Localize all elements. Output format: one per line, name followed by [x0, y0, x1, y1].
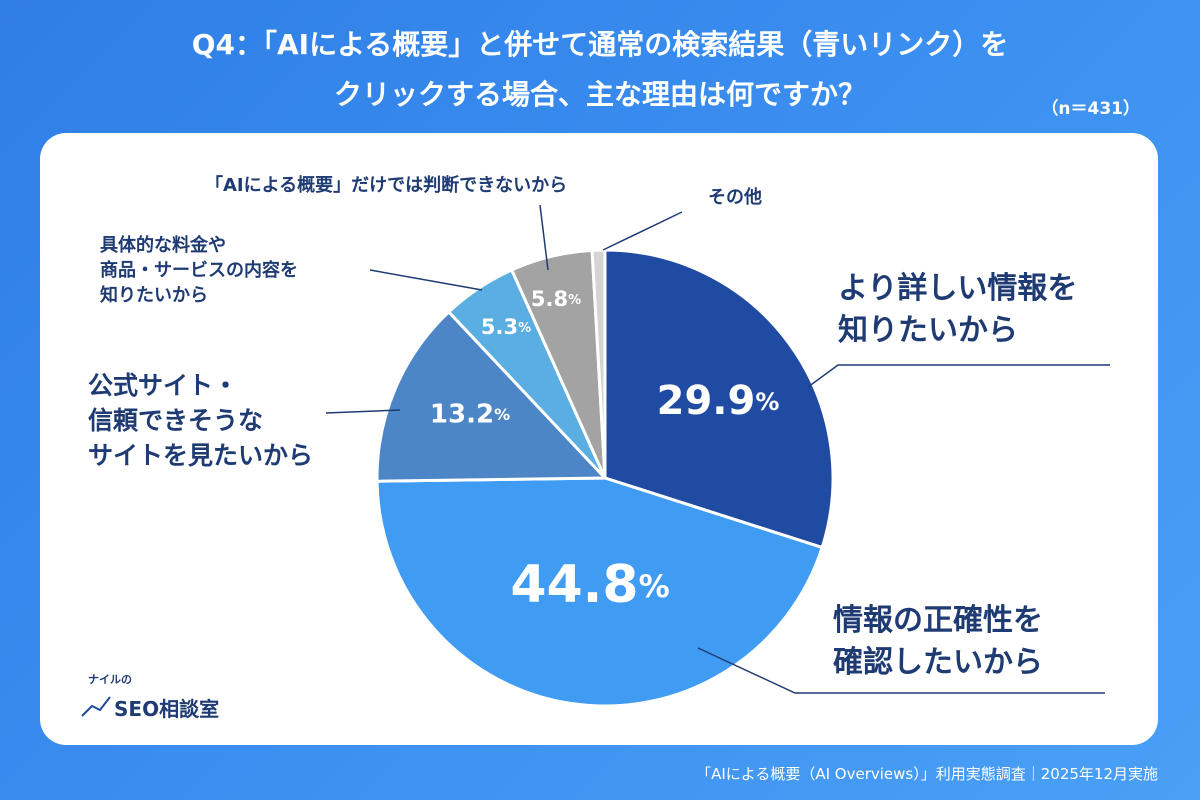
leader-line	[539, 204, 549, 271]
source: 「AIによる概要（AI Overviews）」利用実態調査｜2025年12月実施	[696, 765, 1158, 783]
leader-line	[369, 269, 483, 291]
category-label: その他	[708, 187, 762, 208]
category-label: 公式サイト・ 信頼できそうな サイトを見たいから	[88, 371, 314, 470]
pie-slice	[375, 476, 825, 708]
category-label: 具体的な料金や 商品・サービスの内容を 知りたいから	[100, 235, 298, 307]
leader-line	[602, 211, 683, 251]
value-label: 0.9%	[745, 222, 785, 242]
logo: SEO相談室	[114, 697, 219, 721]
pie-slice	[603, 248, 835, 550]
pie-slice	[590, 248, 607, 479]
pie-slice	[375, 309, 609, 483]
logo-small: ナイルの	[88, 673, 132, 686]
category-label: 情報の正確性を 確認したいから	[833, 603, 1043, 680]
category-label: より詳しい情報を 知りたいから	[838, 271, 1078, 348]
leader-line	[697, 647, 1105, 694]
category-label: 「AIによる概要」だけでは判断できないから	[205, 175, 568, 196]
logo-icon	[81, 696, 111, 717]
chart-title: Q4：「AIによる概要」と併せて通常の検索結果（青いリンク）を クリックする場合…	[191, 28, 1009, 111]
leader-line	[807, 364, 1110, 388]
value-label: 13.2%	[430, 400, 510, 430]
leader-line	[325, 409, 401, 414]
sample-size: （n＝431）	[1041, 99, 1140, 119]
